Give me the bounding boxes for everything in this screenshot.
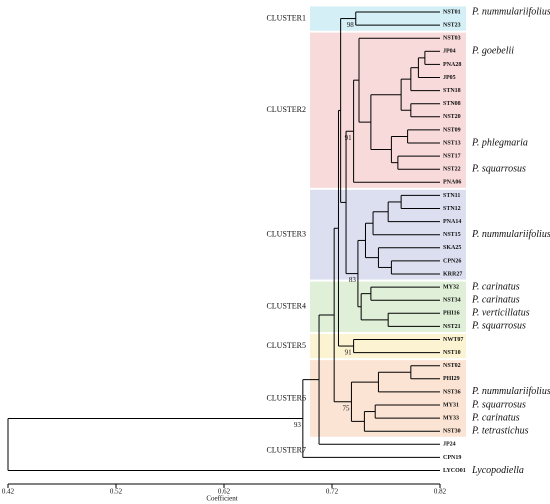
species-label: P. goebelii: [471, 46, 514, 57]
leaf-label: NST10: [443, 350, 461, 356]
x-tick-label: 0.82: [434, 488, 447, 496]
leaf-label: NST21: [443, 324, 461, 330]
leaf-label: STN12: [443, 206, 461, 212]
leaf-label: KRR27: [443, 271, 462, 277]
cluster-label: CLUSTER3: [266, 230, 306, 239]
leaf-label: NST23: [443, 22, 461, 28]
cluster-label: CLUSTER4: [266, 302, 306, 311]
leaf-label: NST20: [443, 114, 461, 120]
leaf-label: MY33: [443, 415, 459, 421]
leaf-label: NST17: [443, 153, 461, 159]
leaf-label: STN11: [443, 193, 460, 199]
species-label: P. carinatus: [471, 294, 520, 305]
leaf-label: NST15: [443, 232, 461, 238]
species-label: P. carinatus: [471, 412, 520, 423]
species-label: P. nummulariifolius: [471, 229, 550, 240]
cluster-label: CLUSTER2: [266, 105, 306, 114]
leaf-label: CPN26: [443, 258, 461, 264]
x-tick-label: 0.52: [110, 488, 123, 496]
cluster-box: [310, 6, 466, 31]
leaf-label: STN08: [443, 101, 461, 107]
leaf-label: NST13: [443, 140, 461, 146]
cluster-box: [310, 360, 466, 437]
leaf-label: PNA14: [443, 219, 461, 225]
x-tick-label: 0.62: [218, 488, 231, 496]
leaf-label: PNA28: [443, 62, 461, 68]
cluster-box: [310, 32, 466, 188]
x-tick-label: 0.72: [326, 488, 339, 496]
species-label: P. squarrosus: [471, 399, 526, 410]
species-label: P. tetrastichus: [471, 425, 529, 436]
support-value: 83: [349, 276, 357, 284]
support-value: 91: [345, 134, 353, 142]
leaf-label: JP04: [443, 49, 456, 55]
leaf-label: JP24: [443, 442, 456, 448]
species-label: P. squarrosus: [471, 321, 526, 332]
leaf-label: NST22: [443, 167, 461, 173]
x-tick-label: 0.42: [2, 488, 15, 496]
leaf-label: PNA06: [443, 180, 461, 186]
cluster-label: CLUSTER5: [266, 341, 306, 350]
species-label: P. carinatus: [471, 281, 520, 292]
cluster-label: CLUSTER6: [266, 393, 306, 402]
leaf-label: NST34: [443, 298, 461, 304]
leaf-label: JP05: [443, 75, 456, 81]
leaf-label: NST02: [443, 363, 461, 369]
leaf-label: NST30: [443, 429, 461, 435]
leaf-label: PHI29: [443, 376, 460, 382]
leaf-label: CPN19: [443, 455, 461, 461]
species-label: Lycopodiella: [471, 465, 524, 476]
support-value: 98: [347, 21, 355, 29]
leaf-label: MY32: [443, 284, 459, 290]
species-label: P. nummulariifolius: [471, 386, 550, 397]
leaf-label: SKA25: [443, 245, 461, 251]
species-label: P. nummulariifolius: [471, 6, 550, 17]
leaf-label: NST36: [443, 389, 461, 395]
leaf-label: PHI16: [443, 311, 460, 317]
x-axis-title: Coefficient: [206, 495, 237, 503]
leaf-label: STN18: [443, 88, 461, 94]
support-value: 93: [294, 421, 302, 429]
leaf-label: MY31: [443, 402, 459, 408]
cluster-box: [310, 333, 466, 359]
species-label: P. verticillatus: [471, 308, 530, 319]
support-value: 75: [342, 404, 350, 412]
leaf-label: NST01: [443, 9, 461, 15]
leaf-label: LYCO01: [443, 468, 466, 474]
species-label: P. phlegmaria: [471, 137, 528, 148]
leaf-label: NST09: [443, 127, 461, 133]
cluster-label: CLUSTER7: [266, 446, 306, 455]
leaf-label: NWT07: [443, 337, 463, 343]
leaf-label: NST03: [443, 36, 461, 42]
species-label: P. squarrosus: [471, 163, 526, 174]
support-value: 91: [345, 349, 353, 357]
cluster-label: CLUSTER1: [266, 13, 306, 22]
